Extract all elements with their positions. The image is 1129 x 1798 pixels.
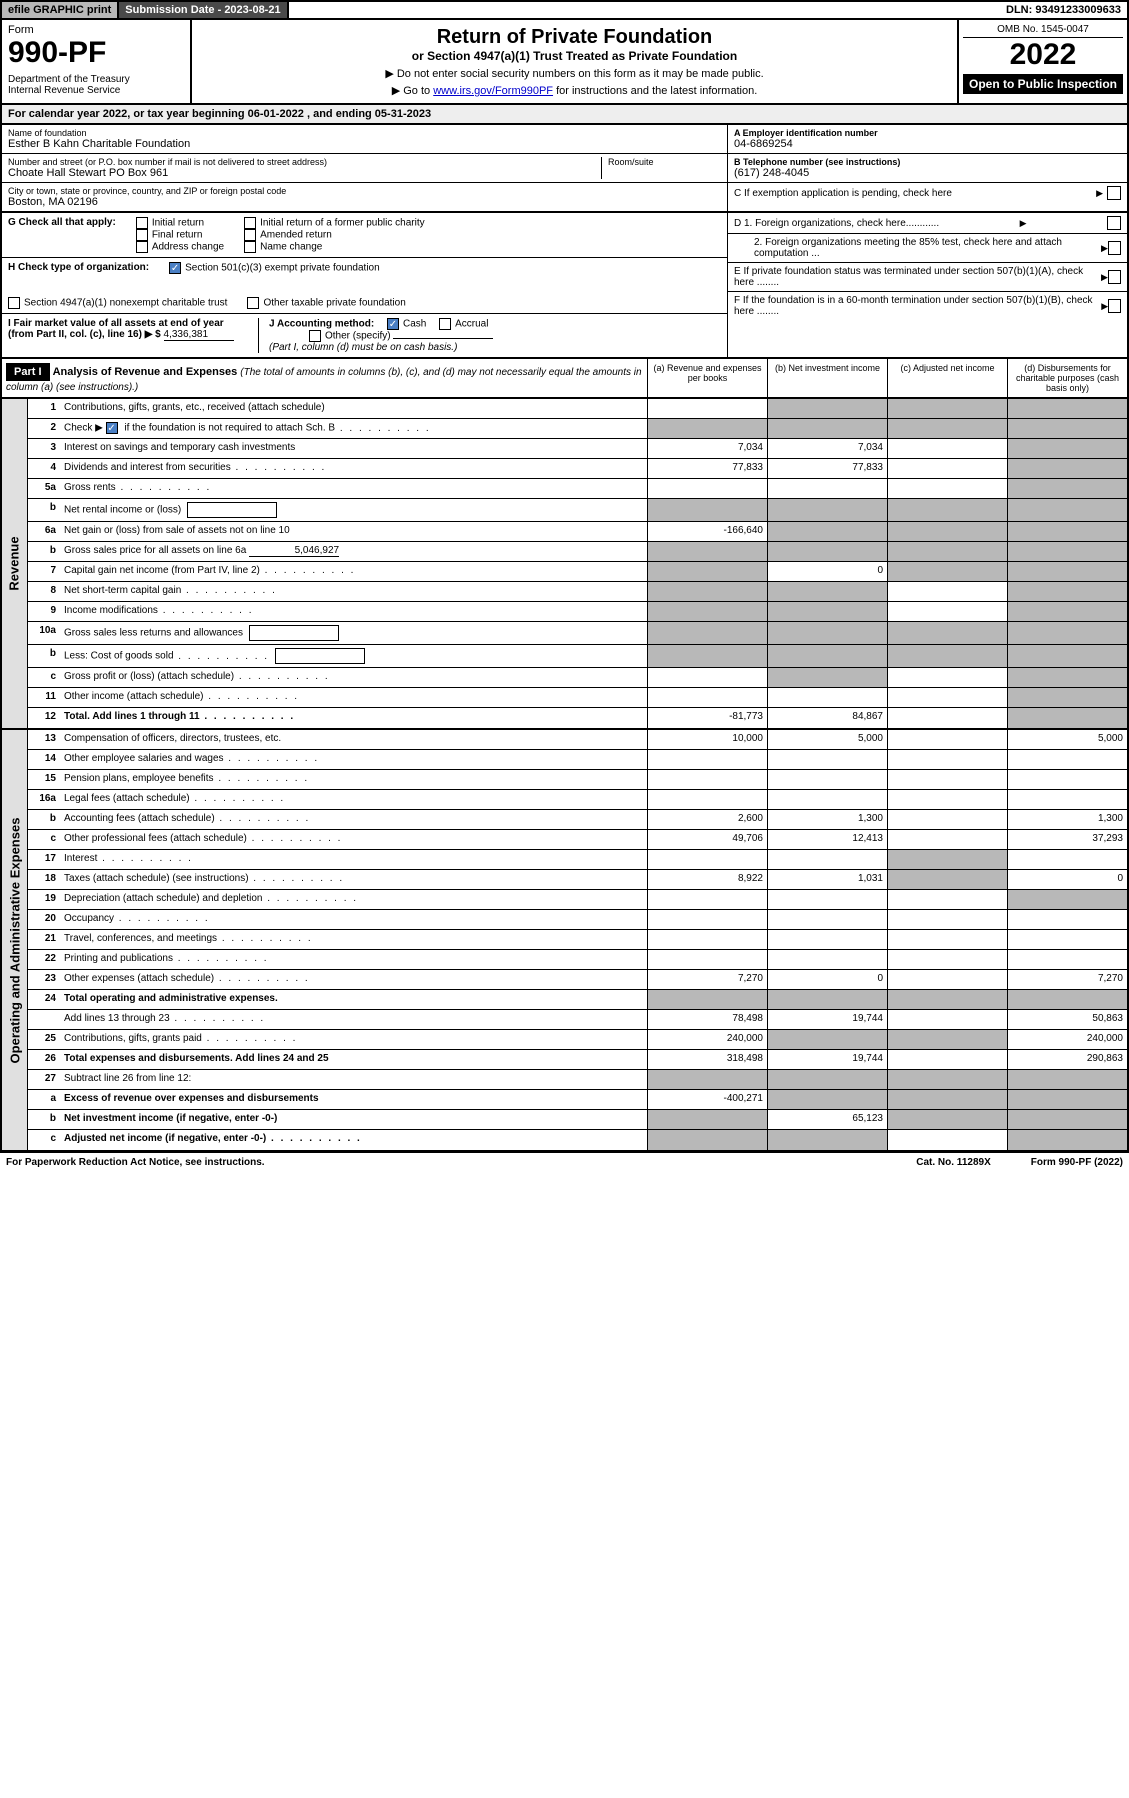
i-j-row: I Fair market value of all assets at end… — [2, 314, 727, 357]
checkbox-d2[interactable] — [1108, 241, 1121, 255]
chk-sch-b[interactable] — [106, 422, 118, 434]
g-row: G Check all that apply: Initial return F… — [2, 213, 727, 258]
telephone-cell: B Telephone number (see instructions) (6… — [728, 154, 1127, 183]
col-d-head: (d) Disbursements for charitable purpose… — [1007, 359, 1127, 397]
checkbox-f[interactable] — [1108, 299, 1121, 313]
header-left: Form 990-PF Department of the Treasury I… — [2, 20, 192, 103]
calendar-year-row: For calendar year 2022, or tax year begi… — [0, 105, 1129, 125]
info-right: A Employer identification number 04-6869… — [727, 125, 1127, 211]
box-10a — [249, 625, 339, 641]
f-row: F If the foundation is in a 60-month ter… — [728, 292, 1127, 320]
chk-initial[interactable] — [136, 217, 148, 229]
checks-right: D 1. Foreign organizations, check here..… — [727, 213, 1127, 357]
form-number: 990-PF — [8, 36, 184, 70]
chk-name-change[interactable] — [244, 241, 256, 253]
ein-cell: A Employer identification number 04-6869… — [728, 125, 1127, 154]
foundation-name-cell: Name of foundation Esther B Kahn Charita… — [2, 125, 727, 154]
col-c-head: (c) Adjusted net income — [887, 359, 1007, 397]
part1-header-row: Part I Analysis of Revenue and Expenses … — [0, 359, 1129, 399]
col-a-head: (a) Revenue and expenses per books — [647, 359, 767, 397]
checkbox-d1[interactable] — [1107, 216, 1121, 230]
form-header: Form 990-PF Department of the Treasury I… — [0, 20, 1129, 105]
submission-date: Submission Date - 2023-08-21 — [119, 2, 288, 18]
part1-title: Part I Analysis of Revenue and Expenses … — [2, 359, 647, 397]
checks-container: G Check all that apply: Initial return F… — [0, 213, 1129, 359]
irs-link[interactable]: www.irs.gov/Form990PF — [433, 85, 553, 97]
city-cell: City or town, state or province, country… — [2, 183, 727, 211]
paperwork-notice: For Paperwork Reduction Act Notice, see … — [6, 1157, 265, 1168]
revenue-label: Revenue — [2, 399, 28, 728]
info-block: Name of foundation Esther B Kahn Charita… — [0, 125, 1129, 213]
col-b-head: (b) Net investment income — [767, 359, 887, 397]
dln: DLN: 93491233009633 — [1000, 2, 1127, 18]
page-footer: For Paperwork Reduction Act Notice, see … — [0, 1152, 1129, 1172]
top-bar: efile GRAPHIC print Submission Date - 20… — [0, 0, 1129, 20]
header-right: OMB No. 1545-0047 2022 Open to Public In… — [957, 20, 1127, 103]
cat-no: Cat. No. 11289X — [916, 1157, 990, 1168]
chk-final[interactable] — [136, 229, 148, 241]
checkbox-c[interactable] — [1107, 186, 1121, 200]
h-row: H Check type of organization: Section 50… — [2, 258, 727, 314]
e-row: E If private foundation status was termi… — [728, 263, 1127, 292]
open-to-public: Open to Public Inspection — [963, 74, 1123, 94]
efile-label: efile GRAPHIC print — [2, 2, 119, 18]
checks-left: G Check all that apply: Initial return F… — [2, 213, 727, 357]
exemption-pending-cell: C If exemption application is pending, c… — [728, 183, 1127, 203]
box-5b — [187, 502, 277, 518]
chk-initial-former[interactable] — [244, 217, 256, 229]
expenses-section: Operating and Administrative Expenses 13… — [0, 730, 1129, 1152]
chk-4947[interactable] — [8, 297, 20, 309]
form-subtitle: or Section 4947(a)(1) Trust Treated as P… — [198, 49, 951, 63]
form-ref: Form 990-PF (2022) — [1031, 1157, 1123, 1168]
expenses-label: Operating and Administrative Expenses — [2, 730, 28, 1150]
chk-501c3[interactable] — [169, 262, 181, 274]
d1-row: D 1. Foreign organizations, check here..… — [728, 213, 1127, 234]
chk-other-method[interactable] — [309, 330, 321, 342]
header-center: Return of Private Foundation or Section … — [192, 20, 957, 103]
d2-row: 2. Foreign organizations meeting the 85%… — [728, 234, 1127, 263]
form-word: Form — [8, 24, 184, 36]
chk-amended[interactable] — [244, 229, 256, 241]
omb-number: OMB No. 1545-0047 — [963, 24, 1123, 38]
chk-cash[interactable] — [387, 318, 399, 330]
revenue-section: Revenue 1Contributions, gifts, grants, e… — [0, 399, 1129, 730]
chk-accrual[interactable] — [439, 318, 451, 330]
box-10b — [275, 648, 365, 664]
address-cell: Number and street (or P.O. box number if… — [2, 154, 727, 183]
note-url: ▶ Go to www.irs.gov/Form990PF for instru… — [198, 84, 951, 97]
chk-addr-change[interactable] — [136, 241, 148, 253]
note-ssn: ▶ Do not enter social security numbers o… — [198, 67, 951, 80]
tax-year: 2022 — [963, 38, 1123, 72]
fmv-value: 4,336,381 — [164, 329, 234, 341]
info-left: Name of foundation Esther B Kahn Charita… — [2, 125, 727, 211]
arrow-icon — [1096, 188, 1103, 199]
form-title: Return of Private Foundation — [198, 26, 951, 49]
chk-other-taxable[interactable] — [247, 297, 259, 309]
department: Department of the Treasury Internal Reve… — [8, 74, 184, 96]
checkbox-e[interactable] — [1108, 270, 1121, 284]
part1-label: Part I — [6, 363, 50, 381]
